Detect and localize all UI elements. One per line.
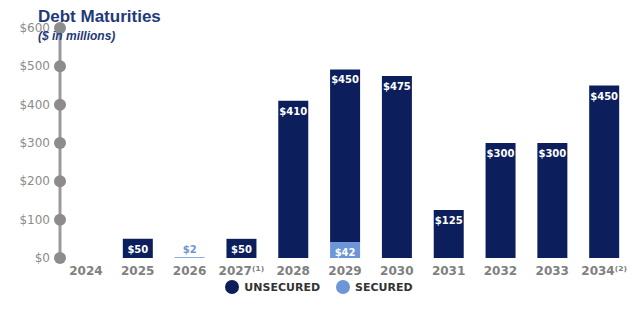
svg-text:$450: $450 (590, 91, 618, 102)
svg-text:$600: $600 (19, 21, 50, 35)
svg-text:2028: 2028 (276, 264, 309, 278)
svg-text:$400: $400 (19, 98, 50, 112)
svg-text:$300: $300 (487, 148, 515, 159)
svg-text:$500: $500 (19, 59, 50, 73)
svg-text:$42: $42 (335, 247, 356, 258)
svg-text:$0: $0 (35, 251, 50, 265)
svg-text:2034⁽²⁾: 2034⁽²⁾ (581, 264, 627, 278)
svg-text:2032: 2032 (484, 264, 517, 278)
svg-text:2026: 2026 (173, 264, 206, 278)
svg-text:2033: 2033 (536, 264, 569, 278)
html-text:SECURED: SECURED (355, 280, 413, 294)
svg-text:$125: $125 (435, 215, 463, 226)
svg-text:2029: 2029 (328, 264, 361, 278)
svg-text:2031: 2031 (432, 264, 465, 278)
svg-text:2024: 2024 (69, 264, 102, 278)
svg-text:$450: $450 (331, 74, 359, 85)
svg-text:$200: $200 (19, 174, 50, 188)
svg-text:$410: $410 (279, 106, 307, 117)
svg-text:2027⁽¹⁾: 2027⁽¹⁾ (219, 264, 265, 278)
svg-text:$50: $50 (231, 244, 252, 255)
svg-text:$475: $475 (383, 81, 411, 92)
svg-text:$300: $300 (538, 148, 566, 159)
html-text:UNSECURED: UNSECURED (244, 280, 321, 294)
svg-text:$300: $300 (19, 136, 50, 150)
svg-text:2030: 2030 (380, 264, 413, 278)
svg-text:$100: $100 (19, 213, 50, 227)
html-text:($ in millions): ($ in millions) (38, 29, 116, 43)
html-text:Debt Maturities: Debt Maturities (38, 7, 161, 26)
svg-text:$50: $50 (127, 244, 148, 255)
svg-text:2025: 2025 (121, 264, 154, 278)
svg-text:$2: $2 (183, 244, 197, 255)
